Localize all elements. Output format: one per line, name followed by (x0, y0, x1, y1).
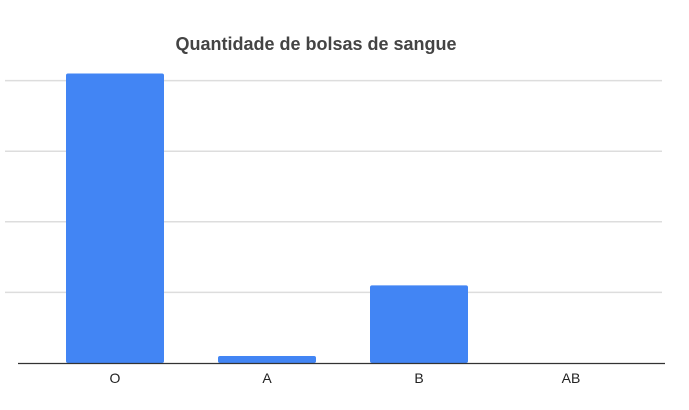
x-tick-label-a: A (262, 370, 272, 386)
x-tick-label-o: O (110, 370, 121, 386)
x-tick-label-b: B (414, 370, 423, 386)
chart-title: Quantidade de bolsas de sangue (175, 34, 457, 54)
x-tick-label-ab: AB (562, 370, 581, 386)
bar-a (218, 355, 316, 363)
bars (66, 73, 468, 363)
x-tick-labels: O A B AB (110, 370, 581, 386)
bar-o (66, 73, 164, 363)
bar-b (370, 285, 468, 363)
